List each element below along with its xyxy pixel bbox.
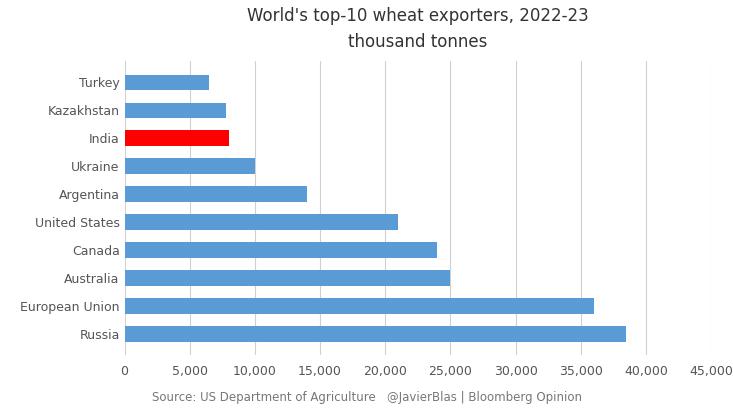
Bar [125,298,594,314]
Text: Source: US Department of Agriculture   @JavierBlas | Bloomberg Opinion: Source: US Department of Agriculture @Ja… [152,391,581,404]
Bar [125,158,255,174]
Bar [125,186,307,202]
Bar [125,326,626,341]
Bar [125,102,226,118]
Title: World's top-10 wheat exporters, 2022-23
thousand tonnes: World's top-10 wheat exporters, 2022-23 … [247,7,589,51]
Bar [125,75,210,90]
Bar [125,242,438,258]
Bar [125,270,450,286]
Bar [125,131,229,146]
Bar [125,214,398,230]
